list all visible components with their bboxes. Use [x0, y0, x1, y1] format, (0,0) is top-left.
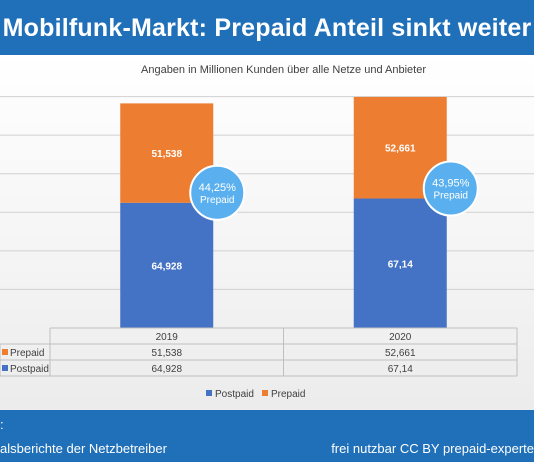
- source-text: alsberichte der Netzbetreiber: [0, 441, 167, 456]
- table-row-label-postpaid: Postpaid: [10, 364, 49, 375]
- category-label-2020: 2020: [389, 332, 412, 343]
- share-bubble-value-2020: 43,95%: [432, 178, 470, 190]
- table-legend-key-postpaid: [2, 365, 8, 371]
- legend-key-prepaid: [262, 390, 268, 396]
- bar-postpaid-2020: [353, 198, 447, 328]
- data-label-prepaid-2020: 52,661: [385, 144, 416, 155]
- source-label: :: [0, 417, 4, 432]
- legend-key-postpaid: [206, 390, 212, 396]
- table-cell-prepaid-2019: 51,538: [151, 348, 182, 359]
- license-text: frei nutzbar CC BY prepaid-experte: [331, 441, 534, 456]
- share-bubble-value-2019: 44,25%: [199, 182, 237, 194]
- bar-postpaid-2019: [120, 202, 214, 328]
- legend-label-postpaid: Postpaid: [215, 389, 254, 400]
- share-bubble-2019: [189, 164, 246, 221]
- data-label-postpaid-2019: 64,928: [151, 261, 182, 272]
- table-cell-postpaid-2020: 67,14: [388, 364, 413, 375]
- chart-subtitle: Angaben in Millionen Kunden über alle Ne…: [141, 64, 426, 76]
- data-label-prepaid-2019: 51,538: [151, 149, 182, 160]
- share-bubble-2020: [422, 160, 479, 217]
- page-title: Mobilfunk-Markt: Prepaid Anteil sinkt we…: [2, 14, 532, 42]
- category-label-2019: 2019: [156, 332, 179, 343]
- table-cell-postpaid-2019: 64,928: [151, 364, 182, 375]
- table-row-label-prepaid: Prepaid: [10, 348, 44, 359]
- table-legend-key-prepaid: [2, 349, 8, 355]
- share-bubble-label-2020: Prepaid: [434, 191, 468, 202]
- data-label-postpaid-2020: 67,14: [388, 259, 413, 270]
- legend-label-prepaid: Prepaid: [271, 389, 305, 400]
- share-bubble-label-2019: Prepaid: [200, 195, 234, 206]
- table-cell-prepaid-2020: 52,661: [385, 348, 416, 359]
